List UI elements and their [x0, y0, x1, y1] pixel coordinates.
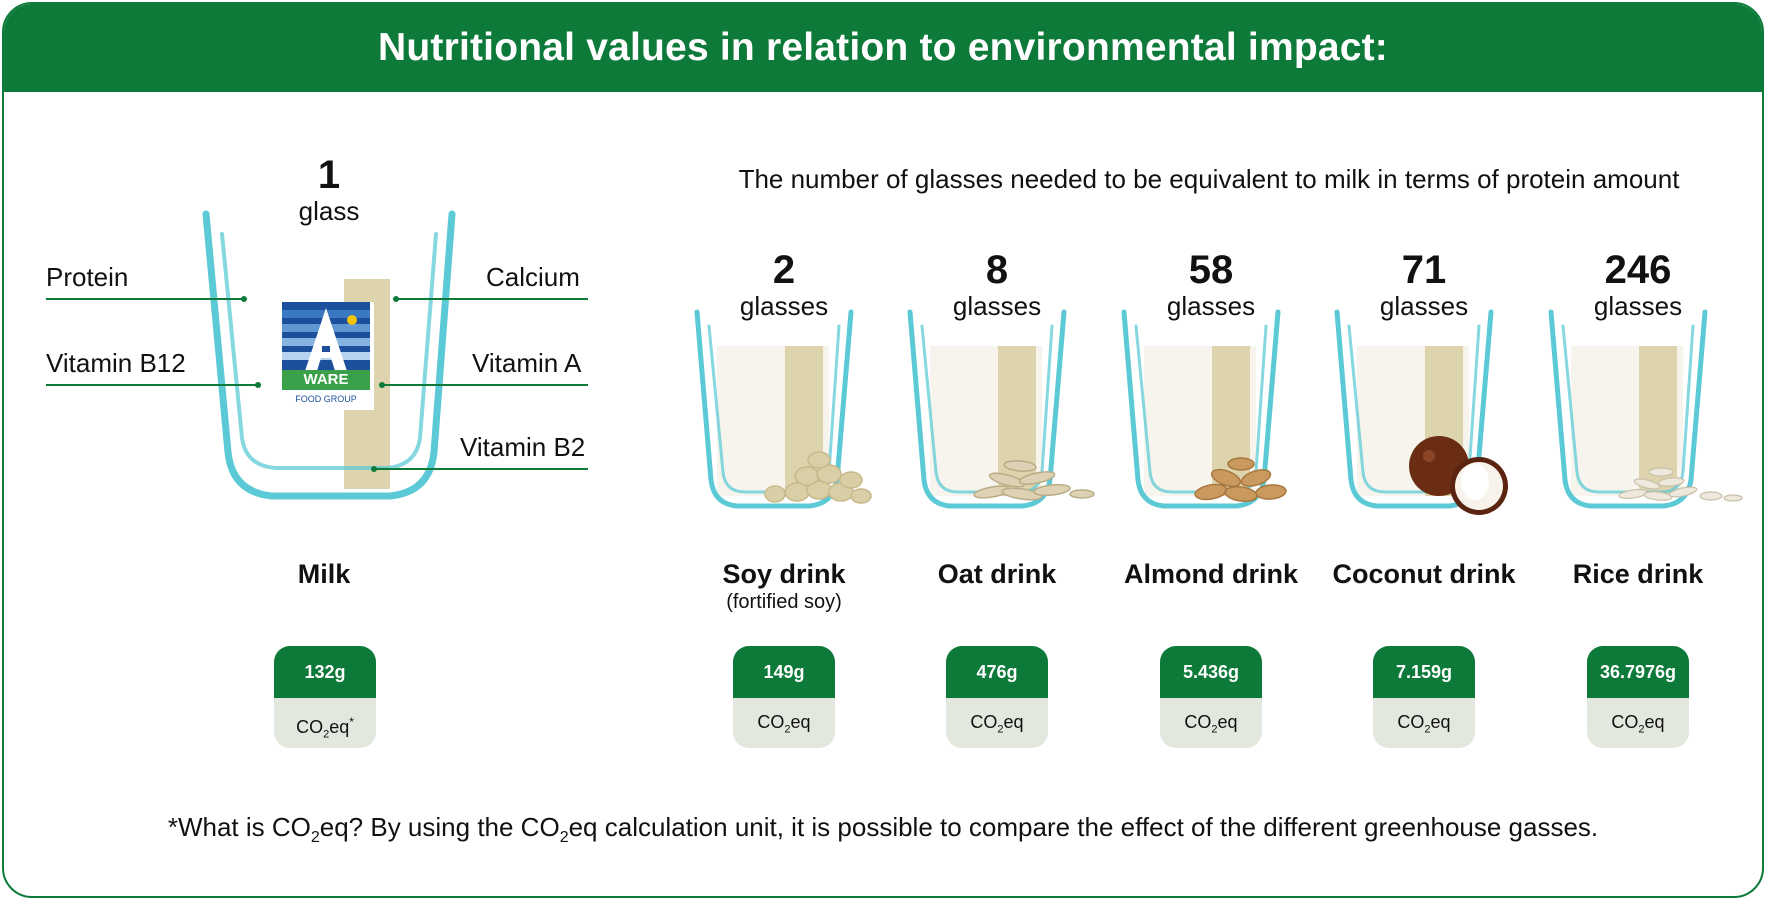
drink-count: 8 glasses [927, 249, 1067, 321]
drink-name: Coconut drink [1332, 559, 1516, 589]
soybeans-icon [764, 451, 872, 504]
co2-value: 476g [946, 646, 1048, 698]
co2-badge: 7.159g CO2eq [1373, 646, 1475, 748]
nutrient-line-calcium [396, 298, 588, 300]
co2-unit-milk: CO2eq* [296, 715, 354, 741]
drink-count: 58 glasses [1141, 249, 1281, 321]
drink-glass-icon [1329, 304, 1539, 539]
drink-count-unit: glasses [1379, 291, 1469, 321]
logo-tagline: FOOD GROUP [295, 394, 357, 404]
drink-name-milk: Milk [297, 559, 351, 589]
nutrient-label-calcium: Calcium [486, 262, 580, 292]
milk-count: 1 glass [274, 154, 384, 226]
co2-unit: CO2eq [1184, 712, 1238, 736]
co2-unit: CO2eq [1397, 712, 1451, 736]
nutrient-line-protein [46, 298, 244, 300]
co2-badge-milk: 132g CO2eq* [274, 646, 376, 748]
drink-count: 246 glasses [1568, 249, 1708, 321]
co2-badge: 476g CO2eq [946, 646, 1048, 748]
comparison-subtitle: The number of glasses needed to be equiv… [738, 164, 1680, 194]
co2-badge: 149g CO2eq [733, 646, 835, 748]
drink-count-unit: glasses [739, 291, 829, 321]
co2-value-milk: 132g [274, 646, 376, 698]
co2-badge: 5.436g CO2eq [1160, 646, 1262, 748]
co2-value: 7.159g [1373, 646, 1475, 698]
drink-count-number: 71 [1401, 248, 1447, 292]
nutrient-label-vitamin-b12: Vitamin B12 [46, 348, 186, 378]
co2-badge: 36.7976g CO2eq [1587, 646, 1689, 748]
drink-count-number: 58 [1188, 248, 1234, 292]
co2-unit: CO2eq [757, 712, 811, 736]
drink-name: Rice drink [1572, 559, 1704, 589]
drink-count-unit: glasses [952, 291, 1042, 321]
footnote: *What is CO2eq? By using the CO2eq calcu… [167, 812, 1599, 847]
co2-value: 149g [733, 646, 835, 698]
drink-glass-icon [1543, 304, 1753, 539]
nutrient-label-vitamin-a: Vitamin A [472, 348, 582, 378]
drink-glass-icon [902, 304, 1112, 539]
nutrient-line-vitamin-b12 [46, 384, 258, 386]
drink-count-number: 8 [985, 248, 1009, 292]
drink-count-unit: glasses [1166, 291, 1256, 321]
co2-unit: CO2eq [1611, 712, 1665, 736]
nutrient-dot-protein [241, 296, 247, 302]
co2-value: 5.436g [1160, 646, 1262, 698]
nutrient-dot-vitamin-b2 [371, 466, 377, 472]
rice-icon [1618, 467, 1743, 502]
milk-count-number: 1 [317, 153, 341, 197]
nutrient-line-vitamin-b2 [374, 468, 588, 470]
co2-value: 36.7976g [1587, 646, 1689, 698]
oats-icon [973, 460, 1095, 501]
drink-count-number: 246 [1604, 248, 1672, 292]
drink-count-unit: glasses [1593, 291, 1683, 321]
nutrient-dot-vitamin-a [379, 382, 385, 388]
drink-glass-icon [1116, 304, 1326, 539]
drink-name: Almond drink [1124, 559, 1298, 589]
drink-name: Soy drink [722, 559, 846, 589]
company-logo: WARE FOOD GROUP [282, 302, 374, 410]
co2-unit: CO2eq [970, 712, 1024, 736]
logo-emblem-icon [282, 302, 370, 390]
nutrient-label-protein: Protein [46, 262, 129, 292]
milk-count-unit: glass [298, 196, 360, 226]
nutrient-line-vitamin-a [382, 384, 588, 386]
drink-count: 2 glasses [714, 249, 854, 321]
almonds-icon [1194, 457, 1287, 503]
drink-glass-icon [689, 304, 899, 539]
page-title: Nutritional values in relation to enviro… [378, 26, 1388, 69]
logo-wordmark: WARE [303, 371, 349, 388]
coconut-icon [1409, 436, 1508, 515]
nutrient-dot-vitamin-b12 [255, 382, 261, 388]
drink-name: Oat drink [937, 559, 1057, 589]
nutrient-label-vitamin-b2: Vitamin B2 [460, 432, 586, 462]
nutrient-dot-calcium [393, 296, 399, 302]
drink-note: (fortified soy) [726, 591, 842, 613]
drink-count: 71 glasses [1354, 249, 1494, 321]
drink-count-number: 2 [772, 248, 796, 292]
header-bar: Nutritional values in relation to enviro… [4, 4, 1762, 92]
